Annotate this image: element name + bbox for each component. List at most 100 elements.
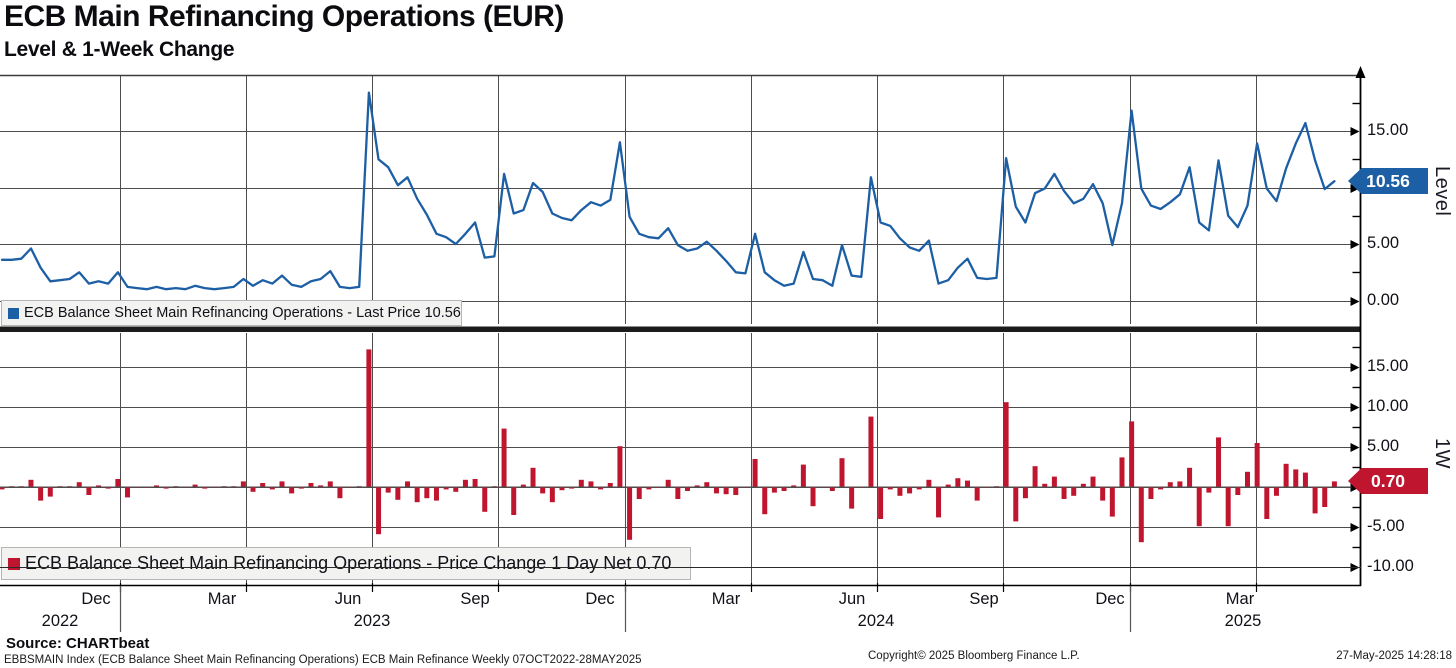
level-series-marker-icon (8, 307, 19, 319)
change-bar (1109, 487, 1115, 517)
change-bar (733, 487, 739, 495)
change-bar (1312, 487, 1318, 514)
change-bar (376, 487, 382, 535)
gridline-minus10-overlay (0, 567, 1361, 568)
change-bar (482, 487, 488, 512)
legend-change-series: ECB Balance Sheet Main Refinancing Opera… (1, 547, 691, 580)
change-bar (433, 487, 439, 501)
xtick-month-label: Mar (1225, 590, 1255, 608)
change-bar (752, 459, 758, 487)
change-bar (1206, 487, 1212, 493)
ytick-label: 10.00 (1367, 397, 1409, 415)
xtick-year-label: 2024 (857, 612, 895, 630)
ytick-label: 0.00 (1367, 290, 1400, 309)
change-series-marker-icon (8, 557, 20, 570)
change-bar (269, 487, 275, 490)
change-bar (250, 487, 256, 492)
change-bar (810, 487, 816, 507)
footer-copyright: Copyright© 2025 Bloomberg Finance L.P. (868, 650, 1080, 662)
change-bar (559, 487, 565, 491)
change-bar (636, 487, 642, 499)
change-bar (607, 483, 613, 487)
change-bar (395, 487, 401, 500)
change-bar (1225, 487, 1231, 527)
change-bar (240, 481, 246, 487)
change-bar (936, 487, 942, 518)
change-bar (1244, 471, 1250, 487)
change-bar (424, 487, 430, 499)
change-bar (907, 487, 913, 494)
tick-arrow-icon (1350, 127, 1360, 136)
footer-ticker-description: EBBSMAIN Index (ECB Balance Sheet Main R… (4, 654, 642, 666)
xtick-month-label: Sep (460, 590, 490, 608)
xtick-year-label: 2022 (41, 612, 79, 630)
change-bar (501, 428, 507, 487)
change-bar (1302, 472, 1308, 487)
change-bar (47, 487, 53, 497)
change-bar (646, 487, 652, 490)
change-bar (453, 487, 459, 492)
ytick-label: 15.00 (1367, 121, 1409, 139)
xtick-month-label: Mar (207, 590, 237, 608)
change-bar (839, 458, 845, 487)
change-bar (327, 481, 333, 487)
change-bar (1003, 402, 1009, 487)
change-bar (1216, 437, 1222, 487)
change-bar (791, 485, 797, 487)
change-bar (800, 464, 806, 487)
change-bar (1042, 483, 1048, 487)
change-bar (298, 487, 304, 489)
change-bar (974, 487, 980, 501)
change-bar (1032, 466, 1038, 487)
change-bar (1090, 476, 1096, 487)
level-line (0, 91, 1336, 291)
change-bar (665, 479, 671, 487)
change-bar (153, 485, 159, 487)
change-bar (704, 482, 710, 487)
change-bar (926, 479, 932, 487)
change-bar (549, 487, 555, 503)
change-bar (260, 483, 266, 487)
tick-arrow-icon (1350, 184, 1360, 193)
change-bar (1254, 443, 1260, 487)
change-bar (868, 416, 874, 487)
change-bar (685, 487, 691, 491)
change-bar (1119, 457, 1125, 487)
change-bar (96, 485, 102, 487)
change-bar (955, 478, 961, 487)
change-bar (1013, 487, 1019, 522)
change-bar (405, 481, 411, 487)
change-bar (878, 487, 884, 519)
page-subtitle: Level & 1-Week Change (4, 38, 235, 61)
change-bar (849, 487, 855, 509)
change-bar (1100, 487, 1106, 501)
footer-source: Source: CHARTbeat (6, 635, 150, 652)
change-bar (1022, 487, 1028, 499)
page-title: ECB Main Refinancing Operations (EUR) (4, 0, 564, 33)
last-price-badge: 10.56 (1348, 168, 1428, 194)
change-bar (1148, 487, 1154, 499)
change-bar (588, 481, 594, 487)
change-bar (414, 487, 420, 503)
change-bar (115, 479, 121, 487)
change-bar (308, 483, 314, 487)
footer-timestamp: 27-May-2025 14:28:18 (1336, 650, 1452, 662)
xtick-month-label: Mar (711, 590, 741, 608)
ytick-label: 5.00 (1367, 234, 1400, 252)
xtick-month-label: Jun (334, 590, 362, 608)
change-bar (540, 487, 546, 494)
change-bar (511, 487, 517, 515)
change-bar (125, 487, 131, 498)
change-bar (279, 481, 285, 487)
change-bar (713, 487, 719, 494)
change-bar (1080, 483, 1086, 487)
tick-arrow-icon (1350, 363, 1360, 372)
xtick-month-label: Dec (585, 590, 615, 608)
change-bar (617, 446, 623, 487)
ytick-label: -5.00 (1367, 517, 1405, 535)
change-bar (723, 487, 729, 495)
tick-arrow-icon (1350, 297, 1360, 306)
change-bar (385, 487, 391, 493)
change-bar (163, 487, 169, 489)
